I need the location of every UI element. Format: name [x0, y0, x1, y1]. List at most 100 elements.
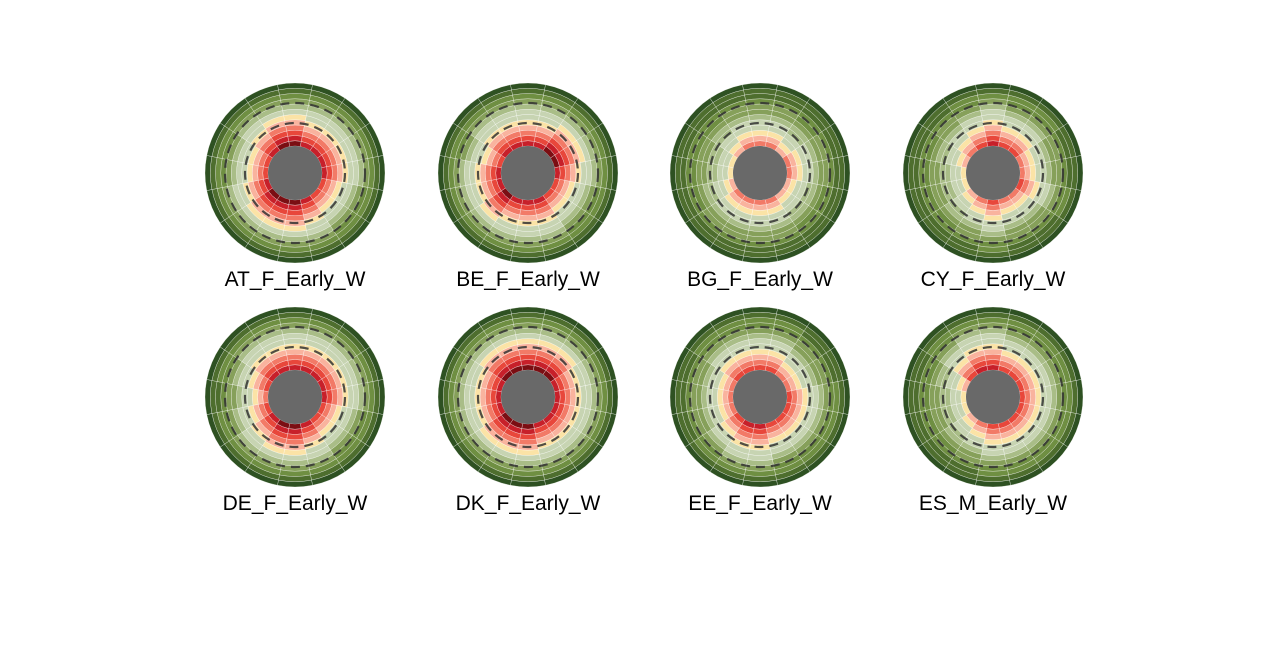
polar-cell [495, 390, 502, 404]
dashed-reference-ring [708, 121, 812, 225]
polar-cell [479, 387, 487, 407]
polar-cell [984, 130, 1002, 137]
polar-cell [796, 164, 803, 182]
dashed-reference-ring [921, 101, 1065, 245]
polar-cell [477, 84, 512, 103]
dashed-reference-ring [476, 121, 580, 225]
polar-cell [942, 84, 977, 103]
polar-cell [801, 387, 809, 407]
polar-cell [750, 348, 770, 356]
center-hub [268, 146, 322, 200]
polar-cell [252, 388, 259, 406]
polar-cell [985, 204, 1001, 211]
polar-cell [347, 161, 354, 185]
polar-cell [709, 308, 744, 327]
polar-cell [752, 428, 768, 435]
chart-title: DE_F_Early_W [222, 492, 368, 515]
polar-cell [559, 389, 566, 405]
polar-cell [286, 209, 304, 216]
polar-cell [1019, 166, 1026, 180]
polar-cell [752, 359, 768, 366]
center-hub [501, 146, 555, 200]
polar-chart [437, 82, 619, 264]
polar-cell [286, 433, 304, 440]
polar-chart [902, 82, 1084, 264]
polar-chart [669, 306, 851, 488]
polar-chart [204, 306, 386, 488]
polar-cell [519, 209, 537, 216]
polar-cell [336, 387, 344, 407]
polar-cell [981, 338, 1005, 345]
chart-title: DK_F_Early_W [455, 492, 601, 515]
polar-cell [983, 348, 1003, 356]
polar-cell [331, 164, 338, 182]
polar-cell [519, 433, 537, 440]
polar-cell [786, 166, 793, 180]
polar-cell [986, 364, 1000, 371]
polar-cell [519, 354, 537, 361]
polar-cell [986, 140, 1000, 147]
dashed-reference-ring [688, 325, 832, 469]
polar-cell [722, 165, 729, 181]
polar-cell [934, 161, 941, 185]
polar-cell [516, 338, 540, 345]
polar-cell [753, 199, 767, 206]
dashed-reference-ring [941, 121, 1045, 225]
polar-cell [1034, 163, 1042, 183]
chart-panel: EE_F_Early_W [660, 302, 860, 532]
chart-panel: CY_F_Early_W [893, 78, 1093, 308]
chart-title: CY_F_Early_W [920, 268, 1066, 291]
polar-cell [960, 166, 967, 180]
polar-cell [564, 164, 571, 182]
chart-panel: ES_M_Early_W [893, 302, 1093, 532]
polar-cell [288, 364, 302, 371]
polar-cell [518, 348, 538, 356]
polar-cell [752, 135, 768, 142]
chart-panel: DK_F_Early_W [428, 302, 628, 532]
polar-cell [516, 449, 540, 456]
polar-cell [748, 449, 772, 456]
polar-cell [518, 214, 538, 222]
polar-cell [750, 124, 770, 132]
polar-cell [1019, 390, 1026, 404]
polar-cell [519, 130, 537, 137]
polar-cell [244, 84, 279, 103]
polar-cell [753, 364, 767, 371]
polar-cell [981, 114, 1005, 121]
polar-cell [326, 165, 333, 181]
polar-cell [748, 225, 772, 232]
polar-cell [985, 359, 1001, 366]
polar-cell [520, 428, 536, 435]
polar-cell [286, 130, 304, 137]
dashed-reference-ring [223, 325, 367, 469]
polar-chart [902, 306, 1084, 488]
center-hub [733, 370, 787, 424]
dashed-reference-ring [708, 345, 812, 449]
polar-cell [751, 209, 769, 216]
chart-title: AT_F_Early_W [224, 268, 366, 291]
chart-panel: AT_F_Early_W [195, 78, 395, 308]
polar-cell [236, 385, 243, 409]
polar-cell [711, 387, 719, 407]
polar-cell [479, 163, 487, 183]
polar-cell [812, 385, 819, 409]
polar-cell [985, 135, 1001, 142]
polar-cell [950, 388, 957, 406]
center-hub [733, 146, 787, 200]
polar-cell [944, 387, 952, 407]
polar-cell [288, 199, 302, 206]
polar-cell [516, 114, 540, 121]
polar-cell [288, 423, 302, 430]
polar-cell [244, 308, 279, 327]
polar-chart [437, 306, 619, 488]
polar-cell [283, 449, 307, 456]
polar-cell [469, 161, 476, 185]
polar-cell [791, 389, 798, 405]
polar-cell [257, 165, 264, 181]
polar-cell [748, 114, 772, 121]
polar-cell [569, 163, 577, 183]
polar-cell [554, 166, 561, 180]
polar-cell [252, 164, 259, 182]
chart-title: BE_F_Early_W [456, 268, 600, 291]
